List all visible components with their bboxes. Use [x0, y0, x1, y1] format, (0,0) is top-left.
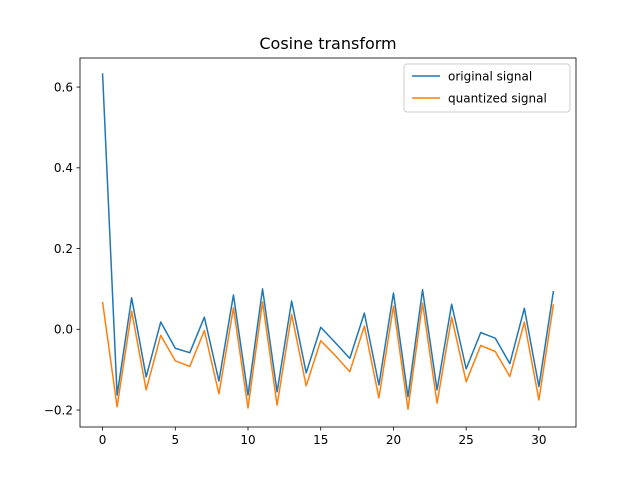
x-tick-label: 15 — [313, 433, 328, 447]
x-tick-label: 20 — [386, 433, 401, 447]
y-tick-label: 0.0 — [54, 323, 73, 337]
legend-label-2: quantized signal — [448, 92, 547, 106]
y-tick-label: 0.4 — [54, 161, 73, 175]
plot-area — [80, 58, 576, 427]
y-tick-label: 0.2 — [54, 242, 73, 256]
x-tick-label: 0 — [99, 433, 107, 447]
y-tick-label: 0.6 — [54, 80, 73, 94]
legend-label-1: original signal — [448, 70, 532, 84]
x-tick-label: 30 — [531, 433, 546, 447]
legend-box — [403, 63, 571, 113]
y-axis: −0.2 0.0 0.2 0.4 0.6 — [44, 80, 80, 417]
x-tick-label: 5 — [171, 433, 179, 447]
plot-frame — [79, 57, 577, 428]
legend: original signal quantized signal — [403, 63, 571, 113]
x-tick-label: 25 — [459, 433, 474, 447]
y-tick-label: −0.2 — [44, 403, 73, 417]
chart-title: Cosine transform — [259, 34, 396, 53]
lines-layer — [101, 73, 555, 410]
x-tick-label: 10 — [240, 433, 255, 447]
series-line-1 — [101, 73, 555, 398]
series-line-2 — [101, 301, 555, 410]
x-axis: 0 5 10 15 20 25 30 — [99, 427, 547, 447]
